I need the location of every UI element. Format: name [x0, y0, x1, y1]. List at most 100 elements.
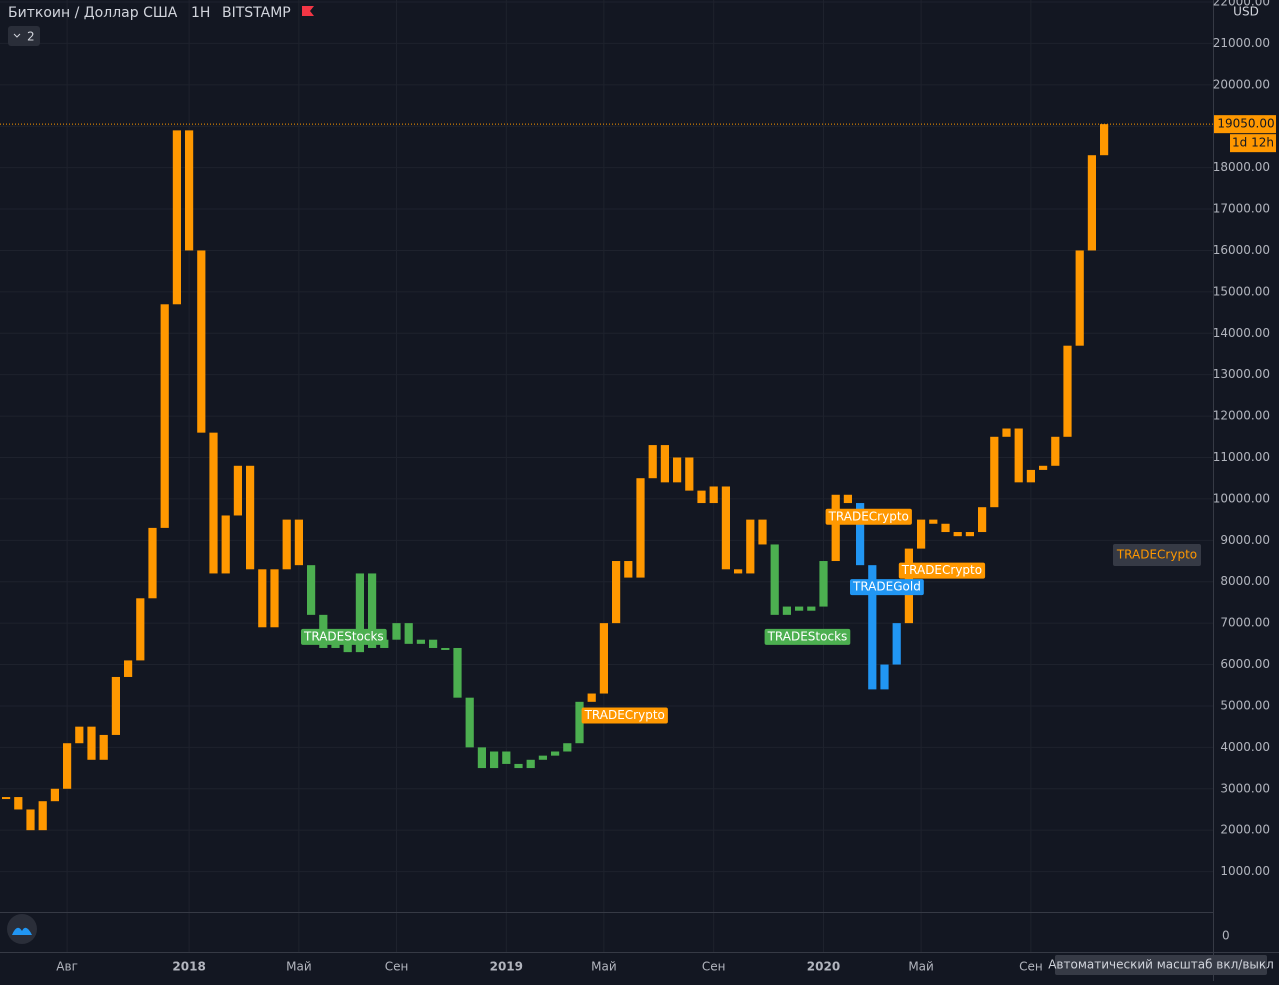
x-tick-label: Сен [702, 960, 726, 974]
regime-label-box [764, 628, 851, 645]
price-bar [50, 788, 59, 802]
price-bar [160, 304, 169, 528]
price-bar [843, 494, 852, 504]
price-bar [38, 801, 47, 831]
regime-label-text: TRADEGold [852, 580, 921, 594]
price-bar [99, 734, 108, 760]
price-bar [819, 561, 828, 607]
price-bar [294, 519, 303, 566]
price-bar [673, 457, 682, 483]
x-tick-label: 2018 [172, 960, 205, 974]
regime-label: TRADEGold [850, 579, 924, 596]
regime-label-box [898, 562, 986, 579]
x-tick-label: Май [286, 960, 312, 974]
price-bar [587, 693, 596, 702]
price-bar [795, 606, 804, 611]
price-bar [87, 726, 96, 760]
price-bar [1026, 469, 1035, 483]
price-bar [172, 130, 181, 305]
price-bar [197, 250, 206, 433]
price-bar [868, 565, 877, 690]
price-bar [1100, 124, 1109, 156]
flag-icon[interactable] [302, 6, 314, 16]
price-bar [648, 445, 657, 479]
price-bar [514, 763, 523, 769]
price-bar [307, 565, 316, 615]
price-bar [770, 544, 779, 615]
price-bar [746, 519, 755, 574]
regime-label-text: TRADEStocks [767, 629, 848, 643]
y-tick-label: 2000.00 [1220, 823, 1270, 837]
regime-label: TRADECrypto [581, 707, 668, 724]
price-bar [1002, 428, 1011, 437]
price-bar [221, 515, 230, 574]
regime-label-text: TRADECrypto [584, 708, 665, 722]
price-bar [636, 478, 645, 578]
symbol: Биткоин / Доллар США [8, 5, 178, 21]
price-bar [685, 457, 694, 491]
y-tick-label: 11000.00 [1213, 450, 1270, 464]
price-bar [758, 519, 767, 545]
regime-label: TRADECrypto [825, 508, 912, 525]
indicator-count: 2 [27, 30, 35, 44]
price-bar [355, 573, 364, 653]
indicator-toggle[interactable] [8, 26, 40, 46]
logo-mark [12, 927, 32, 935]
regime-label-text: TRADECrypto [901, 563, 982, 577]
regime-label-box [301, 628, 387, 645]
y-tick-label: 15000.00 [1213, 284, 1270, 298]
price-bar [270, 569, 279, 628]
regime-label-text: TRADECrypto [828, 509, 909, 523]
price-bar [429, 639, 438, 648]
x-tick-label: Май [908, 960, 934, 974]
exchange: BITSTAMP [222, 5, 291, 21]
x-tick-label: 2019 [490, 960, 523, 974]
price-bar [599, 623, 608, 694]
price-bar [917, 519, 926, 549]
y-tick-label: 1000.00 [1220, 864, 1270, 878]
y-tick-label: 7000.00 [1220, 616, 1270, 630]
price-bar [2, 797, 11, 800]
price-bar [563, 743, 572, 752]
price-bar [1087, 155, 1096, 251]
price-bar [551, 751, 560, 756]
autoscale-button[interactable] [1055, 955, 1267, 975]
y-tick-label: 12000.00 [1213, 409, 1270, 423]
countdown: 1d 12h [1232, 136, 1274, 150]
currency-box [1233, 4, 1261, 20]
logo[interactable] [7, 914, 37, 944]
y-tick-label: 22000.00 [1213, 0, 1270, 9]
x-tick-label: Май [591, 960, 617, 974]
x-tick-label: Сен [1019, 960, 1043, 974]
regime-label-text: TRADEStocks [303, 629, 384, 643]
y-tick-label: 8000.00 [1220, 574, 1270, 588]
price-bar [1051, 436, 1060, 466]
price-bar [392, 623, 401, 640]
price-bar [404, 623, 413, 644]
y-tick-label: 21000.00 [1213, 36, 1270, 50]
price-bar [75, 726, 84, 744]
price-bar [660, 445, 669, 483]
pane2-tick-label: 0 [1222, 929, 1230, 943]
y-tick-label: 10000.00 [1213, 491, 1270, 505]
y-tick-label: 3000.00 [1220, 781, 1270, 795]
price-bar [1063, 345, 1072, 437]
price-bar [282, 519, 291, 570]
chevron [13, 33, 21, 38]
price-bar [575, 701, 584, 744]
y-tick-label: 4000.00 [1220, 740, 1270, 754]
price-bar [978, 507, 987, 533]
last-price-label: 19050.00 [1217, 117, 1274, 131]
last-price-box [1214, 115, 1276, 134]
price-bar [721, 486, 730, 570]
price-bar [209, 432, 218, 574]
price-bar [526, 759, 535, 769]
price-bar [929, 519, 938, 524]
interval[interactable]: 1H [191, 5, 210, 21]
price-bar [941, 523, 950, 533]
currency: USD [1233, 5, 1259, 19]
price-bar [185, 130, 194, 251]
regime-label: TRADEStocks [301, 628, 387, 645]
